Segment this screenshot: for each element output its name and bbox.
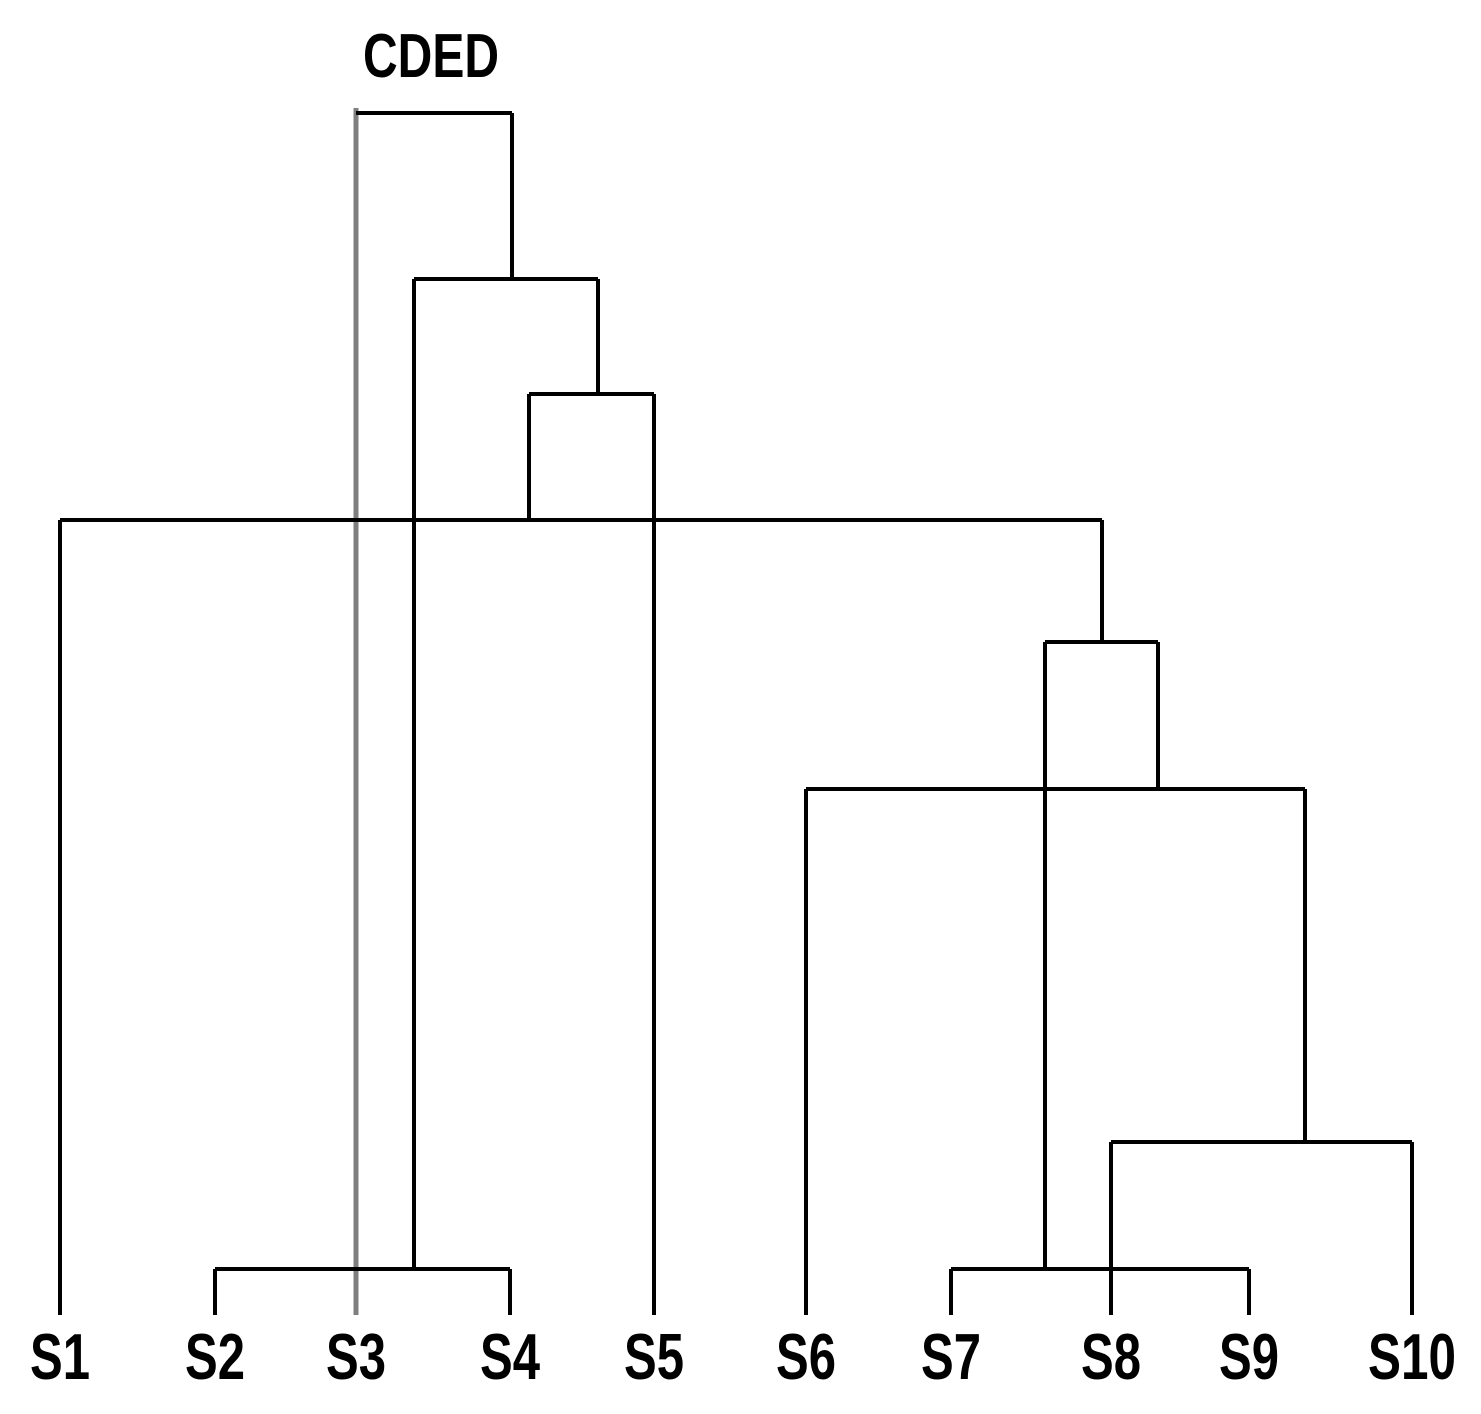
- leaf-label-S1: S1: [30, 1320, 90, 1393]
- dendrogram-links-layer: [58, 108, 1414, 1315]
- chart-title: CDED: [363, 22, 499, 91]
- leaf-labels-layer: S1 S2 S3 S4 S5 S6 S7 S8 S9 S10: [30, 1320, 1456, 1393]
- leaf-label-S10: S10: [1368, 1320, 1456, 1393]
- leaf-label-S8: S8: [1081, 1320, 1141, 1393]
- leaf-label-S5: S5: [624, 1320, 684, 1393]
- leaf-label-S4: S4: [480, 1320, 540, 1393]
- leaf-label-S3: S3: [326, 1320, 386, 1393]
- leaf-label-S6: S6: [776, 1320, 836, 1393]
- leaf-label-S7: S7: [921, 1320, 981, 1393]
- leaf-label-S9: S9: [1219, 1320, 1279, 1393]
- leaf-label-S2: S2: [185, 1320, 245, 1393]
